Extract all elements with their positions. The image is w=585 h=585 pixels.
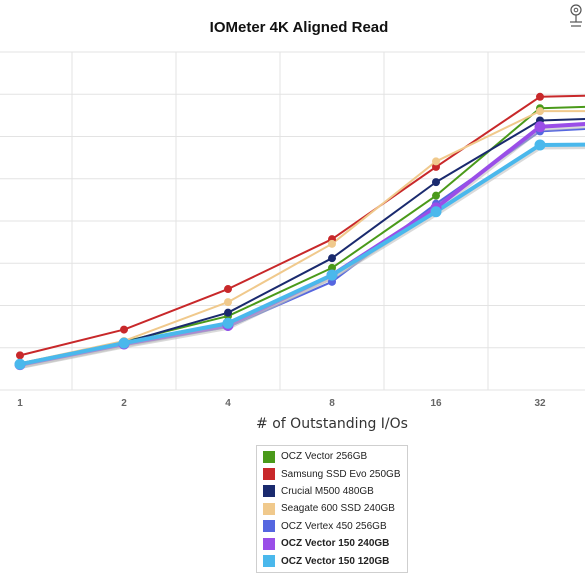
series-line: [19, 110, 585, 365]
x-axis-label: # of Outstanding I/Os: [256, 416, 408, 432]
legend-item: OCZ Vector 256GB: [257, 448, 407, 465]
series-point: [430, 206, 442, 218]
series-line: [19, 94, 585, 357]
series-point: [328, 263, 336, 272]
series-point: [118, 337, 130, 349]
legend-item: OCZ Vector 150 240GB: [257, 535, 407, 552]
series-line: [19, 117, 585, 365]
legend-label: OCZ Vertex 450 256GB: [281, 520, 387, 532]
series-point: [224, 298, 232, 307]
x-tick-label: 32: [534, 398, 546, 409]
series-point: [14, 358, 26, 370]
series-line: [19, 122, 585, 367]
x-tick-label: 4: [225, 398, 231, 409]
series-point: [432, 157, 440, 166]
x-tick-label: 2: [121, 398, 127, 409]
legend-item: OCZ Vertex 450 256GB: [257, 518, 407, 535]
series-point: [224, 285, 232, 294]
chart-legend: OCZ Vector 256GB Samsung SSD Evo 250GB Cru…: [256, 445, 408, 573]
legend-item: OCZ Vector 150 120GB: [257, 552, 407, 569]
series-point: [222, 317, 234, 329]
legend-swatch: [263, 555, 275, 568]
chart-title: IOMeter 4K Aligned Read: [210, 19, 389, 36]
series-point: [328, 254, 336, 263]
series-point: [328, 239, 336, 248]
series-lines: [19, 94, 585, 370]
legend-item: Seagate 600 SSD 240GB: [257, 500, 407, 517]
x-tick-labels: 1 2 4 8 16 32: [17, 398, 546, 409]
x-tick-label: 16: [430, 398, 442, 409]
series-point: [534, 121, 546, 133]
series-point: [432, 162, 440, 171]
legend-swatch: [263, 450, 275, 463]
legend-label: OCZ Vector 150 120GB: [281, 555, 390, 567]
legend-swatch: [263, 520, 275, 533]
legend-label: OCZ Vector 150 240GB: [281, 538, 390, 550]
legend-label: OCZ Vector 256GB: [281, 451, 368, 463]
legend-item: Samsung SSD Evo 250GB: [257, 465, 407, 482]
legend-swatch: [263, 468, 275, 481]
series-point: [432, 178, 440, 187]
series-point: [16, 351, 24, 360]
legend-swatch: [263, 502, 275, 515]
series-point: [224, 308, 232, 317]
series-point: [120, 325, 128, 334]
legend-item: Crucial M500 480GB: [257, 483, 407, 500]
legend-swatch: [263, 485, 275, 498]
series-point: [534, 139, 546, 151]
legend-swatch: [263, 537, 275, 550]
x-tick-label: 8: [329, 398, 335, 409]
series-point: [326, 269, 338, 281]
series-point: [536, 107, 544, 116]
x-tick-label: 1: [17, 398, 23, 409]
series-point: [432, 191, 440, 200]
legend-label: Seagate 600 SSD 240GB: [281, 503, 395, 515]
series-point: [536, 92, 544, 101]
settings-gear-icon[interactable]: [566, 2, 585, 37]
legend-label: Samsung SSD Evo 250GB: [281, 468, 401, 480]
series-points: [14, 92, 546, 371]
legend-label: Crucial M500 480GB: [281, 485, 374, 497]
